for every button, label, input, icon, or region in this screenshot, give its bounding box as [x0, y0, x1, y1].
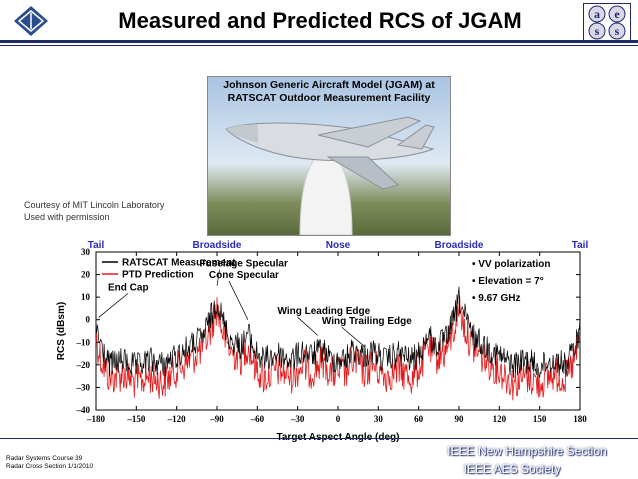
y-tick-label: 30: [81, 247, 91, 257]
y-tick-label: 0: [86, 315, 91, 325]
photo-caption: Johnson Generic Aircraft Model (JGAM) at…: [208, 79, 450, 105]
annotation-arrow: [228, 280, 249, 320]
y-tick-label: –10: [76, 337, 91, 347]
plot-area: [95, 251, 581, 411]
aess-logo-icon: a e s s: [583, 3, 631, 41]
annotation-label: Wing Leading Edge: [278, 306, 371, 317]
x-tick-label: –180: [86, 414, 106, 424]
courtesy-line1: Courtesy of MIT Lincoln Laboratory: [24, 200, 165, 210]
annotation-label: End Cap: [108, 282, 149, 293]
aircraft-photo: Johnson Generic Aircraft Model (JGAM) at…: [207, 76, 451, 236]
x-tick-label: –60: [250, 414, 265, 424]
x-tick-label: –150: [126, 414, 146, 424]
footer-course-line2: Radar Cross Section 1/1/2010: [6, 463, 94, 470]
y-tick-label: 10: [81, 292, 91, 302]
y-axis-label: RCS (dBsm): [56, 302, 67, 360]
header-rule: [0, 40, 638, 43]
chart-note: • 9.67 GHz: [472, 293, 521, 304]
plot-frame: [95, 251, 581, 411]
ieee-logo-icon: [10, 4, 52, 38]
series-line: [95, 295, 581, 401]
footer-society-name: IEEE AES Society: [463, 462, 561, 476]
footer-section-name: IEEE New Hampshire Section: [447, 444, 607, 458]
logo-letter: e: [614, 7, 620, 21]
top-axis-label: Nose: [326, 240, 351, 251]
footer-course-line1: Radar Systems Course 39: [6, 455, 83, 462]
footer-rule: [0, 438, 638, 439]
courtesy-note: Courtesy of MIT Lincoln Laboratory Used …: [24, 199, 164, 223]
series-line: [95, 286, 581, 378]
photo-caption-line2: RATSCAT Outdoor Measurement Facility: [227, 92, 431, 104]
annotation-label: Cone Specular: [209, 270, 279, 281]
x-tick-label: 150: [533, 414, 547, 424]
logo-letter: s: [595, 24, 600, 38]
annotation-label: Fuselage Specular: [200, 259, 288, 270]
y-tick-label: 20: [81, 270, 91, 280]
annotation-arrow: [98, 293, 129, 318]
y-tick-label: –20: [76, 360, 91, 370]
x-tick-label: 0: [336, 414, 341, 424]
rcs-chart: –180 –150 –120 –90 –60 –30 0 30 60 90 120 150 180 –40…: [56, 240, 588, 443]
logo-letter: a: [594, 7, 600, 21]
x-tick-label: 60: [414, 414, 424, 424]
labels-layer: Target Aspect Angle (deg) RCS (dBsm) Tail B…: [56, 240, 588, 443]
x-tick-label: 30: [374, 414, 384, 424]
chart-note: • Elevation = 7°: [472, 276, 544, 287]
axes-layer: –180 –150 –120 –90 –60 –30 0 30 60 90 120 150 180 –40…: [76, 247, 588, 424]
annotation-arrow: [341, 326, 366, 348]
y-tick-label: –40: [76, 405, 91, 415]
y-tick-label: –30: [76, 382, 91, 392]
courtesy-line2: Used with permission: [24, 212, 110, 222]
x-tick-label: 180: [573, 414, 587, 424]
photo-caption-line1: Johnson Generic Aircraft Model (JGAM) at: [223, 79, 435, 91]
top-axis-label: Tail: [572, 240, 589, 251]
chart-note: • VV polarization: [472, 259, 551, 270]
x-tick-label: –30: [290, 414, 305, 424]
aircraft-model-illustration: [225, 116, 435, 235]
x-axis-label: Target Aspect Angle (deg): [277, 432, 400, 443]
footer-course-info: Radar Systems Course 39 Radar Cross Sect…: [6, 455, 93, 471]
x-tick-label: –90: [209, 414, 224, 424]
annotation-arrow: [216, 269, 220, 286]
x-tick-label: 120: [493, 414, 507, 424]
x-tick-label: 90: [455, 414, 465, 424]
annotation-label: Wing Trailing Edge: [322, 316, 412, 327]
x-tick-label: –120: [167, 414, 187, 424]
top-axis-label: Broadside: [193, 240, 242, 251]
top-axis-label: Broadside: [435, 240, 484, 251]
series-layer: [95, 286, 581, 401]
logo-letter: s: [615, 24, 620, 38]
legend-label: RATSCAT Measurement: [122, 258, 236, 269]
top-axis-label: Tail: [88, 240, 105, 251]
page-title: Measured and Predicted RCS of JGAM: [118, 8, 522, 33]
annotation-arrow: [297, 316, 319, 336]
header-rule-thin: [0, 45, 638, 46]
legend-label: PTD Prediction: [122, 270, 194, 281]
